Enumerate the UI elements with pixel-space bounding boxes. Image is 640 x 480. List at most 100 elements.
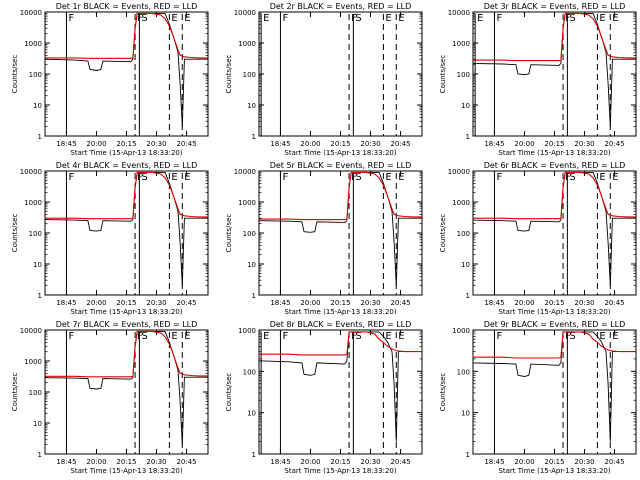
x-tick-label: 20:15 xyxy=(330,458,350,466)
panel-2: Det 2r BLACK = Events, RED = LLD 1 10 100 10… xyxy=(225,2,423,157)
series-events xyxy=(259,171,422,286)
event-marker-label: S xyxy=(569,331,575,342)
series-events xyxy=(473,171,636,286)
x-tick-label: 18:45 xyxy=(270,299,290,307)
x-tick-label: 20:00 xyxy=(514,299,534,307)
x-axis-label: Start Time (15-Apr-13 18:33:20) xyxy=(284,467,396,475)
x-tick-label: 20:45 xyxy=(604,140,624,148)
y-axis-label: Counts/sec xyxy=(11,214,19,253)
event-marker-label: E xyxy=(385,331,391,342)
y-tick-label: 100 xyxy=(243,71,256,79)
y-tick-label: 1000 xyxy=(238,199,256,207)
x-tick-label: 20:30 xyxy=(574,458,594,466)
y-tick-label: 1 xyxy=(38,133,42,141)
y-tick-label: 10 xyxy=(33,420,42,428)
x-tick-label: 20:00 xyxy=(514,458,534,466)
event-marker-label: S xyxy=(355,13,361,24)
y-tick-label: 100 xyxy=(457,230,470,238)
x-tick-label: 20:30 xyxy=(360,140,380,148)
event-marker-label: S xyxy=(569,13,575,24)
event-marker-label: F xyxy=(282,172,288,183)
x-tick-label: 20:45 xyxy=(604,299,624,307)
y-tick-label: 10 xyxy=(461,410,470,418)
x-axis-label: Start Time (15-Apr-13 18:33:20) xyxy=(498,308,610,316)
x-tick-label: 18:45 xyxy=(270,140,290,148)
y-tick-label: 1000 xyxy=(24,40,42,48)
y-axis-label: Counts/sec xyxy=(225,55,233,94)
y-tick-label: 10000 xyxy=(234,9,256,17)
x-tick-label: 18:45 xyxy=(484,140,504,148)
y-tick-label: 100 xyxy=(243,368,256,376)
x-axis-label: Start Time (15-Apr-13 18:33:20) xyxy=(498,149,610,157)
event-marker-label: S xyxy=(569,172,575,183)
x-axis-label: Start Time (15-Apr-13 18:33:20) xyxy=(70,149,182,157)
y-tick-label: 10 xyxy=(33,102,42,110)
y-tick-label: 1000 xyxy=(452,40,470,48)
series-lld xyxy=(473,331,636,359)
series-lld xyxy=(45,171,208,220)
y-tick-label: 1 xyxy=(252,133,256,141)
panel-title: Det 8r BLACK = Events, RED = LLD xyxy=(270,320,412,329)
event-marker-label: F xyxy=(282,331,288,342)
series-events xyxy=(473,331,636,442)
y-axis-label: Counts/sec xyxy=(11,55,19,94)
event-marker-label: E xyxy=(171,172,177,183)
event-marker-label: F xyxy=(565,331,571,342)
y-axis-label: Counts/sec xyxy=(439,214,447,253)
event-marker-label: F xyxy=(68,331,74,342)
y-tick-label: 1000 xyxy=(238,327,256,335)
y-tick-label: 1000 xyxy=(24,358,42,366)
event-marker-label: F xyxy=(351,13,357,24)
y-tick-label: 1 xyxy=(252,292,256,300)
x-tick-label: 20:30 xyxy=(574,299,594,307)
panel-title: Det 3r BLACK = Events, RED = LLD xyxy=(484,2,626,11)
x-tick-label: 18:45 xyxy=(484,299,504,307)
event-marker-label: F xyxy=(351,331,357,342)
x-tick-label: 20:15 xyxy=(544,140,564,148)
y-axis-label: Counts/sec xyxy=(225,214,233,253)
event-marker-label: E xyxy=(263,331,269,342)
x-axis-label: Start Time (15-Apr-13 18:33:20) xyxy=(284,149,396,157)
series-events xyxy=(45,12,208,127)
series-events xyxy=(473,12,636,127)
y-axis-label: Counts/sec xyxy=(439,373,447,412)
event-marker-label: E xyxy=(385,172,391,183)
x-tick-label: 20:00 xyxy=(86,458,106,466)
x-tick-label: 20:15 xyxy=(116,458,136,466)
event-marker-label: F xyxy=(565,172,571,183)
panel-6: Det 6r BLACK = Events, RED = LLD 1 10 100 10… xyxy=(439,161,637,316)
y-tick-label: 1 xyxy=(466,133,470,141)
y-tick-label: 10 xyxy=(461,261,470,269)
event-marker-label: F xyxy=(496,172,502,183)
panel-1: Det 1r BLACK = Events, RED = LLD 1 10 100 10… xyxy=(11,2,209,157)
x-tick-label: 20:15 xyxy=(544,299,564,307)
x-tick-label: 20:15 xyxy=(116,299,136,307)
y-tick-label: 1 xyxy=(38,451,42,459)
panel-5: Det 5r BLACK = Events, RED = LLD 1 10 100 10… xyxy=(225,161,423,316)
series-lld xyxy=(473,12,636,62)
panel-3: Det 3r BLACK = Events, RED = LLD 1 10 100 10… xyxy=(439,2,637,157)
event-marker-label: F xyxy=(137,13,143,24)
y-tick-label: 10000 xyxy=(448,168,470,176)
event-marker-label: E xyxy=(184,172,190,183)
event-marker-label: F xyxy=(496,331,502,342)
x-tick-label: 20:30 xyxy=(146,299,166,307)
y-tick-label: 10 xyxy=(247,102,256,110)
event-marker-label: S xyxy=(141,13,147,24)
panel-title: Det 7r BLACK = Events, RED = LLD xyxy=(56,320,198,329)
event-marker-label: E xyxy=(263,13,269,24)
x-tick-label: 20:30 xyxy=(360,299,380,307)
x-tick-label: 20:30 xyxy=(146,458,166,466)
panel-4: Det 4r BLACK = Events, RED = LLD 1 10 100 10… xyxy=(11,161,209,316)
x-tick-label: 20:45 xyxy=(176,140,196,148)
y-tick-label: 1 xyxy=(38,292,42,300)
y-tick-label: 10000 xyxy=(20,327,42,335)
y-tick-label: 10 xyxy=(461,102,470,110)
y-axis-label: Counts/sec xyxy=(11,373,19,412)
y-tick-label: 100 xyxy=(29,389,42,397)
event-marker-label: E xyxy=(477,13,483,24)
y-tick-label: 1000 xyxy=(452,199,470,207)
y-tick-label: 100 xyxy=(29,230,42,238)
y-tick-label: 10 xyxy=(247,261,256,269)
